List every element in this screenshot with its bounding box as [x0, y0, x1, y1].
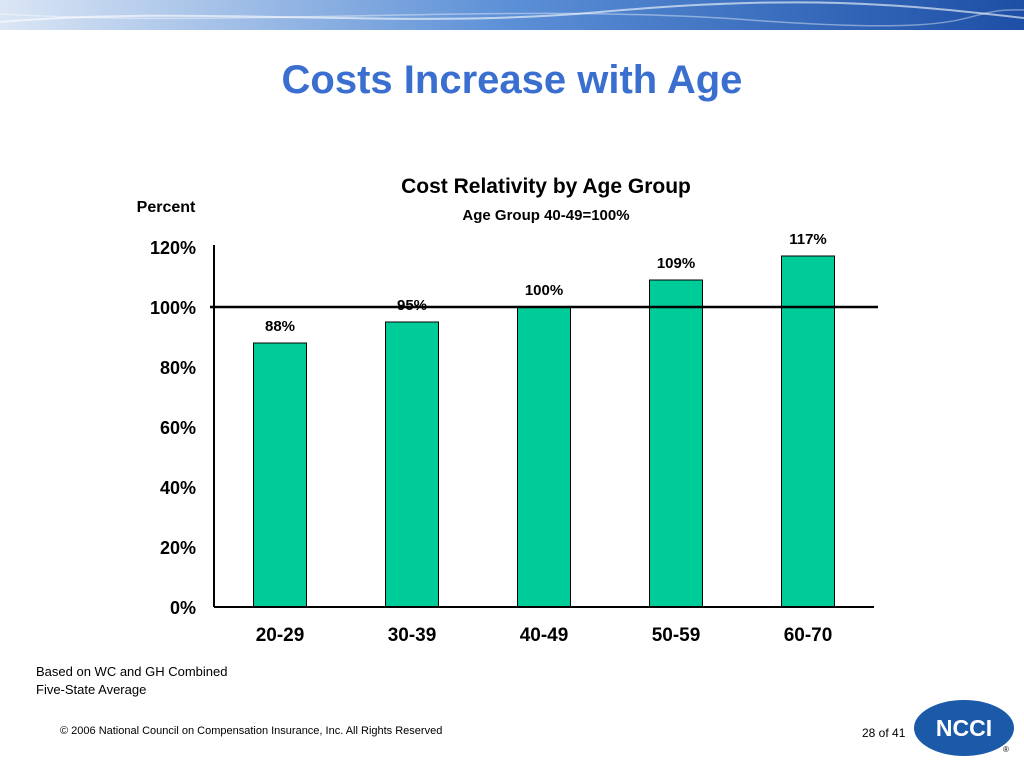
y-tick-label: 100%: [150, 298, 196, 318]
data-label: 95%: [397, 297, 427, 314]
x-tick-label: 20-29: [256, 625, 305, 646]
data-label: 100%: [525, 282, 563, 299]
y-tick-label: 120%: [150, 238, 196, 258]
y-tick-label: 20%: [160, 538, 196, 558]
chart-subtitle: Age Group 40-49=100%: [462, 207, 629, 224]
x-tick-label: 30-39: [388, 625, 437, 646]
slide-title: Costs Increase with Age: [281, 58, 743, 102]
x-tick-label: 50-59: [652, 625, 701, 646]
y-tick-label: 0%: [170, 598, 196, 618]
logo-text: NCCI: [936, 715, 992, 741]
copyright-text: © 2006 National Council on Compensation …: [60, 725, 443, 737]
chart-title: Cost Relativity by Age Group: [401, 175, 691, 198]
bar: [517, 306, 571, 608]
data-label: 88%: [265, 318, 295, 335]
note-line-1: Based on WC and GH Combined: [36, 664, 228, 679]
ncci-logo: NCCI ®: [914, 700, 1014, 756]
note-line-2: Five-State Average: [36, 682, 147, 697]
bar: [649, 279, 703, 608]
y-tick-label: 80%: [160, 358, 196, 378]
y-tick-label: 60%: [160, 418, 196, 438]
bar: [385, 321, 439, 608]
plot-area: 0% 20% 40% 60% 80% 100% 120% 88% 20-29 95% 30-39 10…: [150, 231, 878, 646]
page-number: 28 of 41: [862, 726, 906, 740]
logo-registered-mark: ®: [1003, 745, 1009, 754]
bar-chart: Cost Relativity by Age Group Age Group 4…: [137, 175, 878, 646]
data-label: 109%: [657, 255, 695, 272]
x-tick-label: 60-70: [784, 625, 833, 646]
header-wave-band: [0, 0, 1024, 30]
bar: [781, 255, 835, 608]
y-axis-label: Percent: [137, 199, 196, 216]
y-tick-label: 40%: [160, 478, 196, 498]
x-tick-label: 40-49: [520, 625, 569, 646]
data-label: 117%: [789, 231, 827, 248]
bar: [253, 342, 307, 608]
